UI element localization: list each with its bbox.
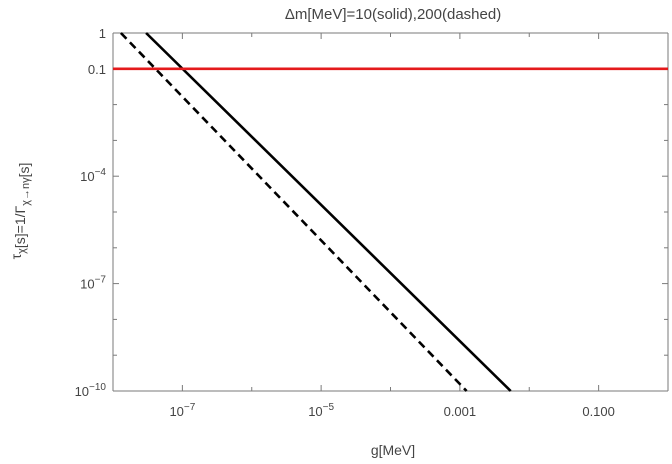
y-tick-label: 10−10 xyxy=(75,382,107,399)
y-tick-label: 0.1 xyxy=(88,62,106,77)
x-tick-label: 10−7 xyxy=(169,402,195,419)
tick-labels: 10−7 10−5 0.001 0.100 1 0.1 10−4 10−7 10−10 xyxy=(75,26,615,419)
y-axis-label: τχ[s]=1/Γχ→nγ[s] xyxy=(8,163,32,260)
series-line-solid-0 xyxy=(145,32,512,392)
series-line-dashed-1 xyxy=(119,32,468,392)
chart-title: Δm[MeV]=10(solid),200(dashed) xyxy=(285,6,501,23)
axis-ticks xyxy=(112,32,669,392)
x-tick-label: 10−5 xyxy=(308,402,334,419)
series-group xyxy=(113,32,668,392)
y-tick-label: 1 xyxy=(99,26,106,41)
y-tick-label: 10−7 xyxy=(80,275,106,292)
y-tick-label: 10−4 xyxy=(80,167,106,184)
x-tick-label: 0.001 xyxy=(444,404,477,419)
x-tick-label: 0.100 xyxy=(582,404,615,419)
y-axis-label-group: τχ[s]=1/Γχ→nγ[s] xyxy=(8,163,32,260)
x-axis-label: g[MeV] xyxy=(371,442,415,458)
plot-frame xyxy=(112,32,669,392)
